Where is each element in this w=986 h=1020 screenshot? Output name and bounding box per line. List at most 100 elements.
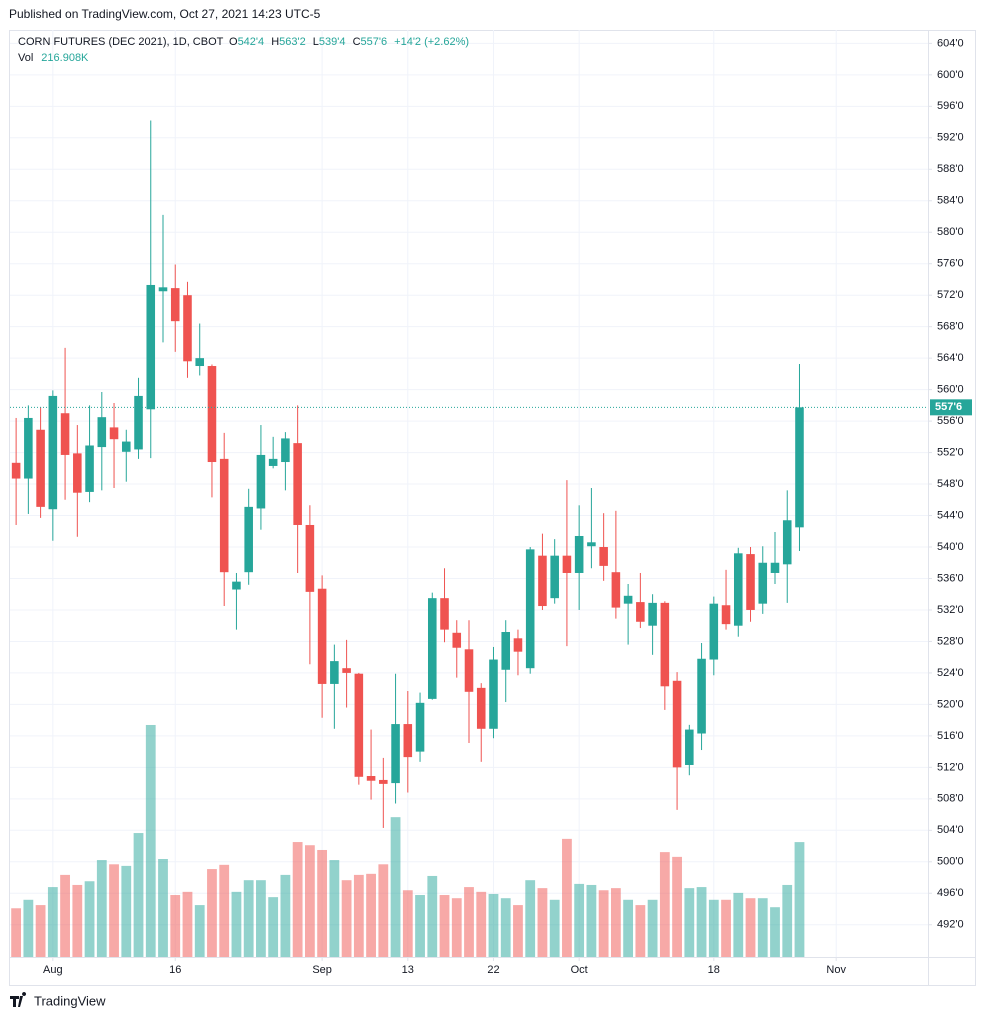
volume-bar <box>757 898 768 957</box>
candle-body <box>538 555 547 607</box>
y-tick-label: 552'0 <box>937 446 964 458</box>
volume-bar <box>219 864 230 957</box>
candle-body <box>97 417 107 448</box>
candle-body <box>733 553 743 626</box>
y-tick-label: 604'0 <box>937 37 964 49</box>
volume-pane <box>11 724 805 957</box>
candle-body <box>489 659 498 729</box>
volume-bar <box>500 898 511 957</box>
volume-bar <box>145 724 156 957</box>
y-tick-label: 528'0 <box>937 635 964 647</box>
footer-brand: TradingView <box>34 993 106 1008</box>
y-tick-label: 572'0 <box>937 289 964 301</box>
volume-bar <box>610 888 621 957</box>
candle-body <box>697 658 706 734</box>
candle-body <box>330 661 339 684</box>
y-tick-label: 580'0 <box>937 226 964 238</box>
volume-bar <box>366 873 376 957</box>
volume-bar <box>708 899 719 957</box>
volume-bar <box>280 874 291 957</box>
candle-body <box>501 631 511 670</box>
y-tick-label: 512'0 <box>937 761 964 773</box>
volume-bar <box>770 907 780 957</box>
y-tick-label: 596'0 <box>937 100 964 112</box>
candle-body <box>366 776 376 781</box>
volume-bar <box>256 880 266 957</box>
volume-bar <box>158 859 168 957</box>
candle-body <box>342 668 351 673</box>
l-label: L <box>313 36 319 48</box>
candle-body <box>391 724 400 784</box>
candle-body <box>36 429 45 507</box>
volume-bar <box>194 905 205 957</box>
candle-body <box>85 445 94 492</box>
candle-body <box>770 562 780 573</box>
candle-body <box>685 729 694 765</box>
candle-body <box>60 413 70 455</box>
volume-bar <box>243 880 254 957</box>
volume-bar <box>60 874 70 957</box>
candle-body <box>574 535 584 573</box>
y-tick-label: 520'0 <box>937 698 964 710</box>
volume-bar <box>11 908 22 957</box>
volume-bar <box>464 887 474 957</box>
candle-body <box>452 632 462 648</box>
x-tick-label: Nov <box>826 964 846 976</box>
y-tick-label: 516'0 <box>937 730 964 742</box>
y-tick-label: 584'0 <box>937 195 964 207</box>
x-tick-label: 18 <box>708 964 720 976</box>
candle-body <box>134 395 143 450</box>
candle-body <box>513 638 523 652</box>
volume-bar <box>133 833 144 957</box>
y-tick-label: 544'0 <box>937 509 964 521</box>
axes: 492'0 496'0 500'0 504'0 508'0 512'0 516'0 520'0… <box>10 37 972 976</box>
volume-bar <box>476 891 487 957</box>
footer-logo: TradingView <box>10 992 106 1008</box>
volume-bar <box>427 875 438 957</box>
volume-bar <box>513 905 523 957</box>
y-tick-label: 568'0 <box>937 321 964 333</box>
candle-body <box>415 702 425 752</box>
volume-name: Vol <box>18 52 33 64</box>
volume-bar <box>415 895 425 957</box>
h-label: H <box>271 36 279 48</box>
volume-bar <box>659 852 670 957</box>
volume-bar <box>23 899 34 957</box>
published-note: Published on TradingView.com, Oct 27, 20… <box>9 7 321 21</box>
candle-body <box>550 555 559 599</box>
y-tick-label: 496'0 <box>937 887 964 899</box>
volume-bar <box>72 884 83 957</box>
x-tick-label: 13 <box>402 964 414 976</box>
chart-frame <box>9 30 976 986</box>
x-tick-label: Sep <box>312 964 332 976</box>
candle-body <box>587 542 596 547</box>
volume-bar <box>537 888 548 957</box>
legend: CORN FUTURES (DEC 2021), 1D, CBOT O542'4… <box>18 36 469 64</box>
candle-body <box>611 572 621 608</box>
x-tick-label: 22 <box>487 964 499 976</box>
y-tick-label: 508'0 <box>937 793 964 805</box>
volume-bar <box>586 884 597 957</box>
y-tick-label: 492'0 <box>937 919 964 931</box>
o-label: O <box>229 36 238 48</box>
candle-body <box>440 598 449 630</box>
y-tick-label: 600'0 <box>937 69 964 81</box>
volume-bar <box>341 880 352 957</box>
candle-body <box>183 295 192 362</box>
candle-body <box>11 462 21 479</box>
candle-body <box>562 555 572 573</box>
volume-bar <box>378 864 389 957</box>
volume-bar <box>231 891 242 957</box>
candle-body <box>525 549 535 669</box>
y-tick-label: 564'0 <box>937 352 964 364</box>
c-label: C <box>353 36 361 48</box>
y-tick-label: 560'0 <box>937 384 964 396</box>
volume-bar <box>525 880 536 957</box>
candle-body <box>207 366 217 463</box>
candle-body <box>256 454 266 509</box>
c-value: 557'6 <box>361 36 388 48</box>
volume-bar <box>549 899 560 957</box>
candle-body <box>599 547 608 566</box>
